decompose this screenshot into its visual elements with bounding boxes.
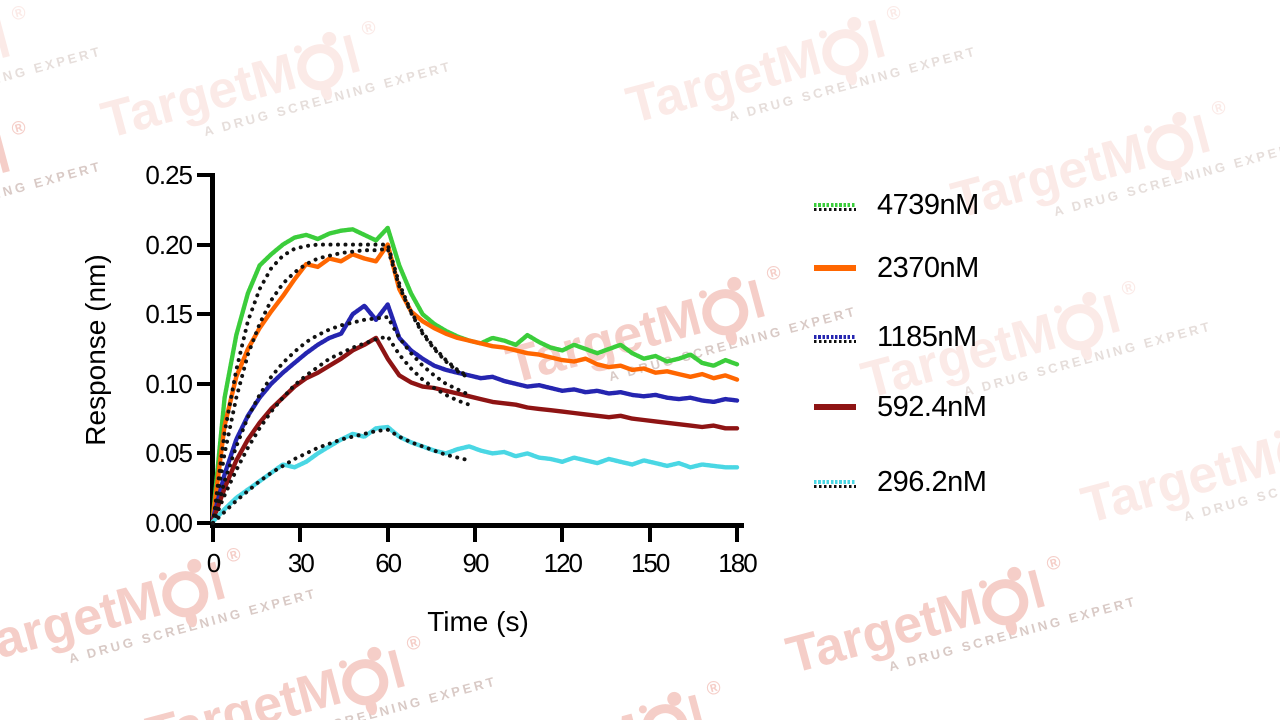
x-tick xyxy=(298,528,303,542)
x-tick-label-150: 150 xyxy=(630,548,670,578)
x-tick xyxy=(211,528,215,542)
y-tick-label-0.15: 0.15 xyxy=(145,299,193,330)
legend-line-swatch xyxy=(814,404,856,410)
x-tick-label-120: 120 xyxy=(543,548,583,578)
x-tick xyxy=(735,528,739,542)
fit-592.4nM xyxy=(211,334,472,525)
legend-item-2370nM: 2370nM xyxy=(814,250,979,286)
legend-item-1185nM: 1185nM xyxy=(814,319,977,355)
legend-item-592.4nM: 592.4nM xyxy=(814,389,987,425)
x-tick-label-30: 30 xyxy=(287,548,315,578)
legend-fit-dots xyxy=(814,485,856,488)
y-tick xyxy=(197,173,211,177)
series-curve-592.4nM xyxy=(210,335,740,523)
x-tick-label-180: 180 xyxy=(718,548,757,578)
y-tick-label-0.20: 0.20 xyxy=(145,229,193,260)
legend-label: 592.4nM xyxy=(877,390,987,423)
x-tick-label-60: 60 xyxy=(375,548,402,578)
legend-label: 296.2nM xyxy=(877,465,987,498)
y-tick-label-0.00: 0.00 xyxy=(145,508,193,538)
y-tick-label-0.05: 0.05 xyxy=(145,438,193,469)
series-curve-1185nM xyxy=(210,302,740,521)
fit-2370nM xyxy=(211,246,472,525)
legend-label: 4739nM xyxy=(877,188,979,221)
y-tick xyxy=(197,521,211,525)
fit-4739nM xyxy=(211,242,472,525)
legend-fit-dots xyxy=(814,340,856,343)
x-tick xyxy=(385,528,390,542)
legend-line-swatch xyxy=(814,480,856,488)
legend-label: 1185nM xyxy=(877,320,977,353)
x-tick-label-0: 0 xyxy=(206,548,221,578)
series-curve-296.2nM xyxy=(210,424,740,524)
x-tick xyxy=(647,528,652,542)
legend-line-swatch xyxy=(814,335,856,343)
y-tick-label-0.10: 0.10 xyxy=(145,368,193,399)
y-tick xyxy=(197,312,211,317)
y-tick xyxy=(197,242,211,247)
legend-item-296.2nM: 296.2nM xyxy=(814,464,987,500)
legend-line-swatch xyxy=(814,203,856,211)
x-tick xyxy=(473,528,477,542)
legend-line-swatch xyxy=(814,265,856,271)
x-axis-title: Time (s) xyxy=(427,606,529,637)
y-axis-line xyxy=(210,173,215,528)
series-curve-2370nM xyxy=(210,242,740,520)
legend-label: 2370nM xyxy=(877,251,979,284)
legend-item-4739nM: 4739nM xyxy=(814,187,979,223)
legend-fit-dots xyxy=(814,208,856,211)
y-tick-label-0.25: 0.25 xyxy=(145,160,193,190)
x-tick-label-90: 90 xyxy=(462,548,490,578)
y-tick xyxy=(197,451,211,456)
y-tick xyxy=(197,381,211,386)
fit-1185nM xyxy=(211,315,472,525)
x-tick xyxy=(560,528,565,542)
x-axis-line xyxy=(210,523,744,528)
